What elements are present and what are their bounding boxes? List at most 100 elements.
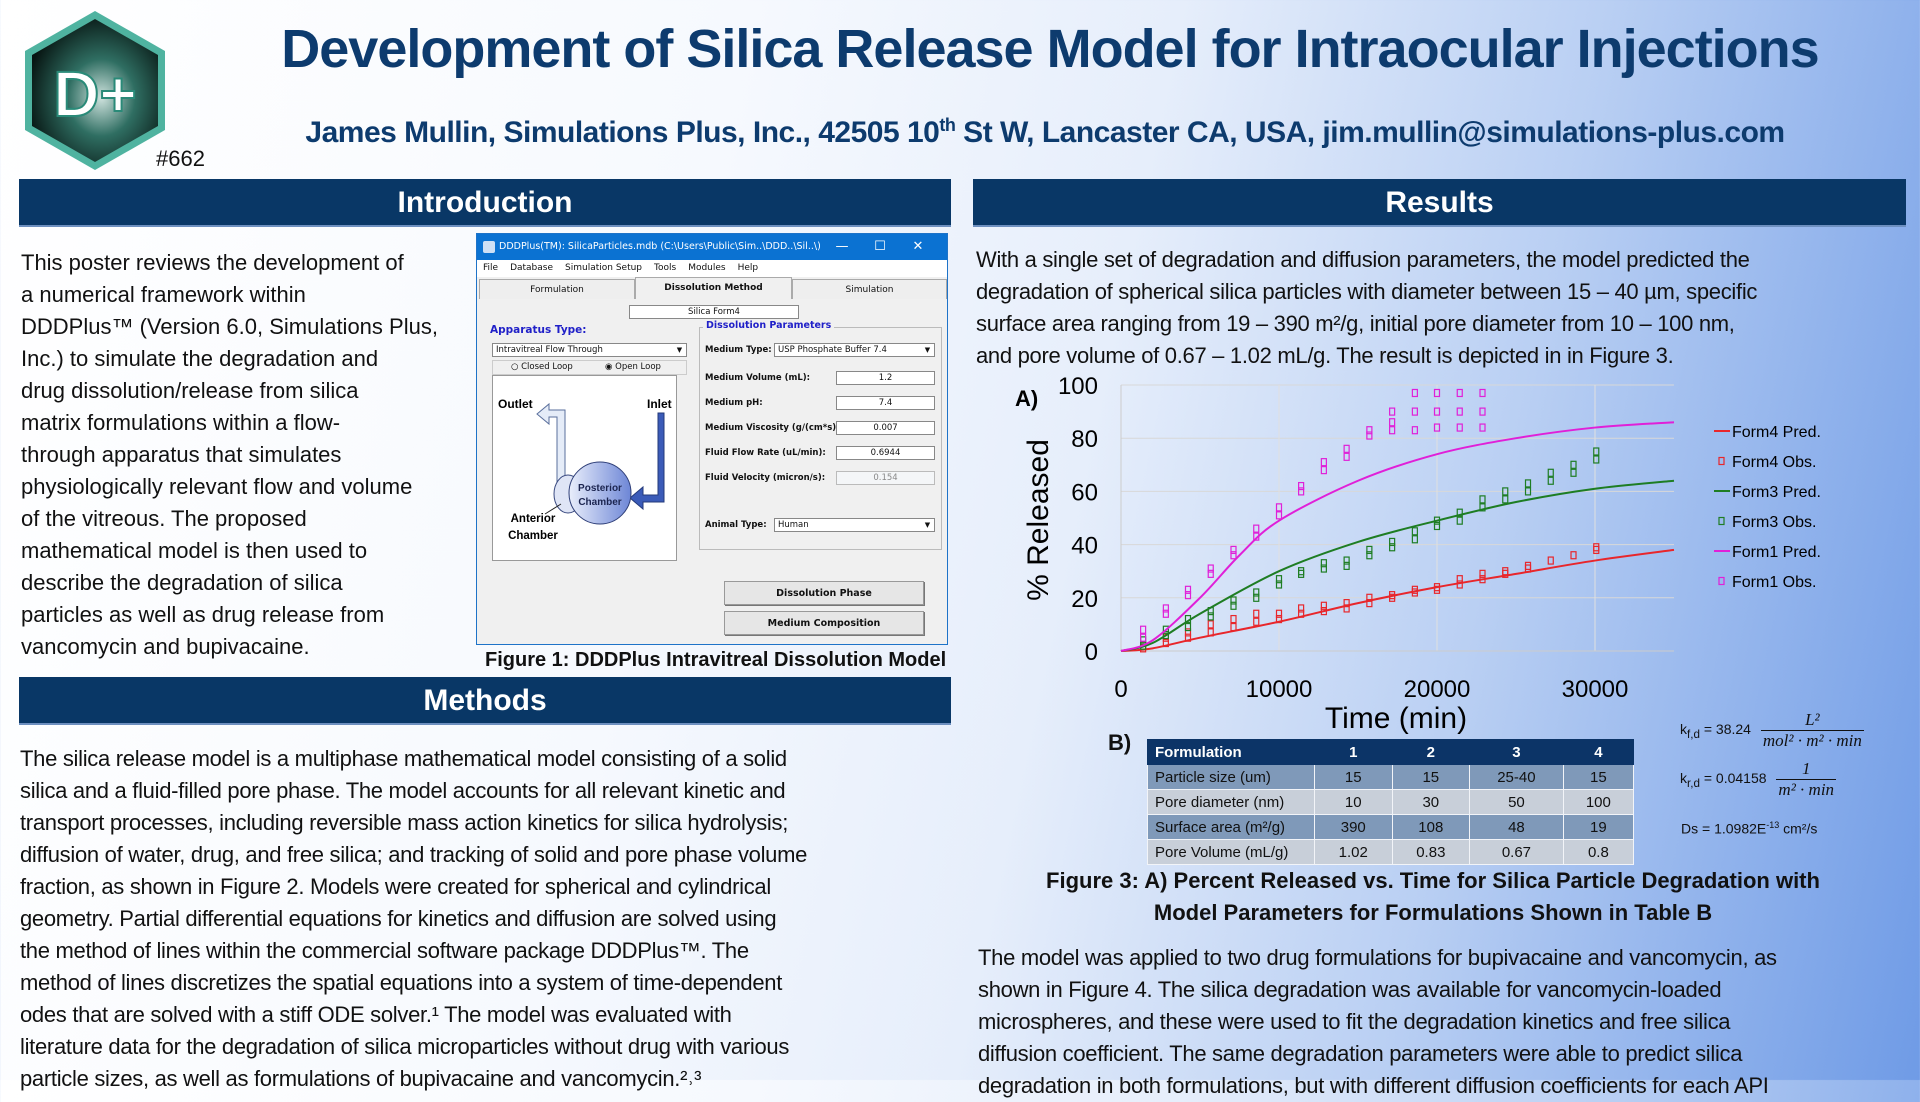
- outlet-arrow-icon: [536, 402, 566, 489]
- table-header-cell: 1: [1314, 739, 1393, 765]
- data-point: [1140, 625, 1147, 634]
- text-line: Inc.) to simulate the degradation and: [21, 346, 379, 371]
- medium-viscosity-input[interactable]: 0.007: [836, 421, 935, 435]
- medium-type-label: Medium Type:: [705, 345, 772, 355]
- data-point: [1230, 551, 1237, 560]
- data-point: [1207, 612, 1214, 621]
- data-point: [1298, 609, 1305, 618]
- text-line: and pore volume of 0.67 – 1.02 mL/g. The…: [976, 343, 1674, 368]
- data-point: [1456, 508, 1463, 517]
- medium-ph-input[interactable]: 7.4: [836, 396, 935, 410]
- data-point: [1343, 444, 1350, 453]
- data-point: [1253, 617, 1260, 626]
- text-line: microspheres, and these were used to fit…: [978, 1009, 1731, 1034]
- animal-type-select[interactable]: Human ▼: [774, 518, 935, 532]
- data-point: [1479, 407, 1486, 416]
- data-point: [1343, 561, 1350, 570]
- y-tick-label: 20: [1071, 586, 1098, 613]
- closed-loop-label: Closed Loop: [521, 362, 573, 372]
- data-point: [1411, 527, 1418, 536]
- data-point: [1366, 426, 1373, 435]
- data-point: [1479, 388, 1486, 398]
- medium-volume-input[interactable]: 1.2: [836, 371, 935, 385]
- data-point: [1343, 452, 1350, 461]
- text-line: physiologically relevant flow and volume: [21, 474, 413, 499]
- tab-dissolution-method[interactable]: Dissolution Method: [635, 277, 792, 299]
- text-line: surface area ranging from 19 – 390 m²/g,…: [976, 311, 1735, 336]
- maximize-button[interactable]: ☐: [874, 239, 886, 254]
- tab-formulation[interactable]: Formulation: [479, 279, 635, 299]
- text-line: fraction, as shown in Figure 2. Models w…: [20, 874, 771, 899]
- eq-symbol: k: [1680, 770, 1687, 787]
- close-button[interactable]: ✕: [912, 239, 924, 254]
- data-point: [1320, 559, 1327, 568]
- table-cell: 50: [1469, 789, 1564, 815]
- data-point: [1184, 591, 1192, 600]
- open-loop-radio[interactable]: ◉ Open Loop: [605, 362, 661, 372]
- tab-simulation[interactable]: Simulation: [792, 279, 947, 299]
- data-point: [1343, 556, 1350, 565]
- table-cell: 15: [1314, 764, 1393, 790]
- data-point: [1320, 607, 1327, 616]
- menu-modules[interactable]: Modules: [688, 263, 726, 273]
- text-line: This poster reviews the development of: [21, 250, 404, 275]
- chevron-down-icon: ▼: [676, 346, 683, 354]
- menu-tools[interactable]: Tools: [654, 263, 677, 273]
- data-point: [1389, 543, 1396, 552]
- formulation-table: Formulation 1 2 3 4 Particle size (um) 15…: [1147, 739, 1635, 865]
- text-line: mathematical model is then used to: [21, 538, 368, 563]
- fluid-velocity-input: 0.154: [836, 471, 935, 485]
- data-point: [1502, 567, 1509, 576]
- window-title: DDDPlus(TM): SilicaParticles.mdb (C:\Use…: [477, 234, 947, 260]
- data-point: [1456, 580, 1463, 589]
- formulation-name-field[interactable]: Silica Form4: [629, 305, 799, 319]
- anterior-label-1: Anterior: [511, 513, 556, 525]
- menu-database[interactable]: Database: [510, 263, 554, 273]
- anterior-label-2: Chamber: [508, 530, 558, 542]
- apparatus-diagram: Outlet Inlet Posterior Chamber Anterior …: [492, 375, 677, 561]
- apparatus-type-select[interactable]: Intravitreal Flow Through ▼: [492, 343, 687, 357]
- medium-ph-label: Medium pH:: [705, 398, 763, 408]
- data-point: [1207, 607, 1214, 616]
- text-line: The silica release model is a multiphase…: [20, 746, 787, 771]
- dissolution-phase-button[interactable]: Dissolution Phase: [724, 581, 924, 605]
- closed-loop-radio[interactable]: ○ Closed Loop: [511, 362, 573, 372]
- table-cell: 15: [1391, 764, 1471, 790]
- data-point: [1411, 426, 1418, 435]
- minimize-button[interactable]: —: [835, 239, 849, 254]
- data-point: [1479, 423, 1486, 432]
- data-point: [1547, 468, 1554, 477]
- medium-type-select[interactable]: USP Phosphate Buffer 7.4 ▼: [774, 343, 935, 357]
- author-text-2: St W, Lancaster CA, USA, jim.mullin@simu…: [955, 116, 1785, 149]
- table-header-row: Formulation 1 2 3 4: [1147, 739, 1635, 765]
- menu-file[interactable]: File: [483, 263, 499, 273]
- kfd-equation: kf,d = 38.24 L² mol² · m² · min: [1680, 710, 1864, 751]
- data-point: [1456, 407, 1463, 416]
- table-cell: 108: [1391, 814, 1471, 840]
- data-point: [1320, 458, 1327, 467]
- menu-simulation-setup[interactable]: Simulation Setup: [565, 263, 643, 273]
- x-axis-title: Time (min): [1325, 702, 1467, 735]
- table-header-cell: Formulation: [1147, 739, 1315, 765]
- flow-rate-input[interactable]: 0.6944: [836, 446, 935, 460]
- text-line: transport processes, including reversibl…: [20, 810, 789, 835]
- legend-square-marker: [1718, 576, 1725, 586]
- data-point: [1389, 418, 1396, 427]
- animal-type-label: Animal Type:: [705, 520, 767, 530]
- data-point: [1411, 388, 1418, 398]
- data-point: [1230, 622, 1237, 632]
- poster-title: Development of Silica Release Model for …: [281, 19, 1819, 79]
- text-line: With a single set of degradation and dif…: [976, 247, 1750, 272]
- data-point: [1253, 524, 1260, 533]
- menu-bar: File Database Simulation Setup Tools Modules…: [477, 260, 947, 277]
- data-point: [1456, 516, 1463, 525]
- menu-help[interactable]: Help: [737, 263, 759, 273]
- data-point: [1366, 599, 1373, 608]
- data-point: [1389, 407, 1396, 416]
- data-point: [1433, 407, 1441, 416]
- medium-composition-button[interactable]: Medium Composition: [724, 611, 924, 635]
- data-point: [1433, 583, 1441, 592]
- figure-3-caption-2: Model Parameters for Formulations Shown …: [1153, 900, 1713, 925]
- data-point: [1230, 545, 1237, 555]
- posterior-label-2: Chamber: [578, 497, 621, 508]
